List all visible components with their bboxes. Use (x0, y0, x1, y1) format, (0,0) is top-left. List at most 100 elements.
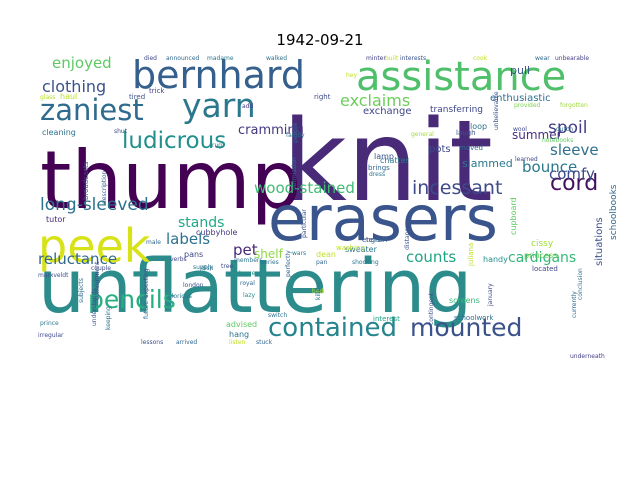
word-incessant: incessant (412, 177, 502, 199)
word-erasers: erasers (268, 182, 498, 255)
word-switch: switch (268, 312, 287, 319)
word-schoolbooks: schoolbooks (609, 184, 619, 240)
word-forgotten: forgotten (560, 102, 588, 109)
word-handy: handy (483, 255, 508, 264)
word-killing: killing (315, 282, 322, 300)
word-english: english (362, 236, 387, 244)
word-add: add (242, 103, 253, 110)
word-announced: announced (166, 55, 200, 62)
word-walked: walked (266, 55, 287, 62)
word-january: january (487, 283, 494, 307)
word-cleaning: cleaning (42, 128, 76, 137)
word-hey: hey (346, 72, 357, 79)
word-shelf: shelf (254, 247, 284, 261)
word-trick: trick (149, 87, 165, 95)
word-sweater: sweater (345, 245, 378, 254)
word-listen: listen (229, 339, 246, 346)
word-clothing: clothing (42, 77, 106, 96)
word-currently: currently (571, 291, 578, 318)
word-subjects: subjects (78, 278, 85, 303)
word-pencils: pencils (88, 285, 176, 314)
word-assistance: assistance (356, 54, 566, 100)
word-future: future (143, 301, 150, 319)
word-comfy: comfy (549, 165, 595, 183)
word-shut: shut (114, 128, 128, 135)
word-stuck: stuck (256, 339, 273, 346)
word-moved: moved (459, 144, 483, 152)
word-enjoyed: enjoyed (52, 54, 112, 72)
word-slammed: slammed (462, 157, 513, 170)
word-schoolwork: schoolwork (454, 314, 494, 322)
word-pan: pan (316, 259, 327, 266)
word-irregular: irregular (38, 332, 64, 339)
word-perfectly: perfectly (285, 250, 292, 277)
word-leaves: leaves (239, 270, 258, 277)
word-mounted: mounted (410, 313, 522, 342)
word-series: series (261, 259, 279, 266)
word-situations: situations (594, 217, 605, 266)
word-juliana: juliana (467, 243, 475, 267)
word-bed: bed (312, 288, 324, 295)
word-learned: learned (515, 156, 538, 163)
word-rug: rug (212, 142, 222, 149)
word-stands: stands (178, 215, 224, 231)
word-people: people (292, 122, 299, 143)
word-chatter: chatter (380, 156, 410, 165)
word-glass: glass (40, 94, 55, 101)
word-dutch: dutch (556, 126, 573, 133)
word-supply: supply (193, 264, 213, 271)
word-labels: labels (166, 230, 210, 248)
word-pet: pet (233, 241, 258, 259)
word-provided: provided (514, 102, 541, 109)
word-haul: haul (60, 92, 77, 101)
word-conclusion: conclusion (577, 268, 584, 300)
word-madame: madame (207, 55, 234, 62)
word-lessons: lessons (141, 339, 163, 346)
word-cord: cord (550, 171, 598, 196)
word-located: located (532, 265, 558, 273)
word-pull: pull (510, 64, 530, 77)
word-understands: understands (91, 289, 98, 326)
word-summer: summer (512, 128, 562, 142)
word-members: members (234, 257, 262, 264)
word-permission: permission (291, 157, 298, 190)
word-peek: peek (38, 219, 151, 273)
word-cissy: cissy (531, 239, 554, 249)
word-minter: minter (366, 55, 386, 62)
word-princess: princess (524, 251, 557, 260)
word-advised: advised (226, 320, 257, 329)
word-wear: wear (535, 55, 550, 62)
word-particular: particular (301, 209, 308, 238)
word-distance: distance (404, 224, 411, 250)
word-unflattering: unflattering (38, 244, 472, 330)
word-dish: dish (201, 265, 214, 272)
word-tutor: tutor (46, 215, 66, 224)
word-built: built (385, 55, 399, 62)
word-verbs: verbs (170, 256, 187, 263)
word-hang: hang (229, 330, 249, 339)
word-wool: wool (513, 126, 527, 133)
word-cubbyhole: cubbyhole (196, 228, 238, 237)
word-unbelievable: unbelievable (493, 91, 500, 130)
word-wood-stained: wood-stained (254, 179, 355, 197)
chart-title: 1942-09-21 (276, 31, 364, 49)
word-pans: pans (184, 250, 203, 259)
word-expecting: expecting (143, 268, 150, 298)
word-family: family (286, 132, 305, 139)
word-cramming: cramming (238, 123, 304, 138)
word-general: general (411, 131, 434, 138)
word-marxveldt: marxveldt (38, 272, 69, 279)
word-contingent: contingent (428, 292, 435, 325)
word-died: died (144, 55, 157, 62)
word-male: male (146, 239, 161, 246)
word-washing: washing (336, 244, 365, 252)
word-thump: thump (40, 134, 301, 227)
word-description: description (101, 170, 108, 204)
word-tired: tired (129, 93, 145, 101)
word-arrived: arrived (176, 339, 197, 346)
word-dress: dress (369, 171, 385, 178)
word-couple: couple (91, 265, 111, 272)
word-underneath: underneath (570, 353, 605, 360)
word-lazy: lazy (243, 292, 255, 299)
